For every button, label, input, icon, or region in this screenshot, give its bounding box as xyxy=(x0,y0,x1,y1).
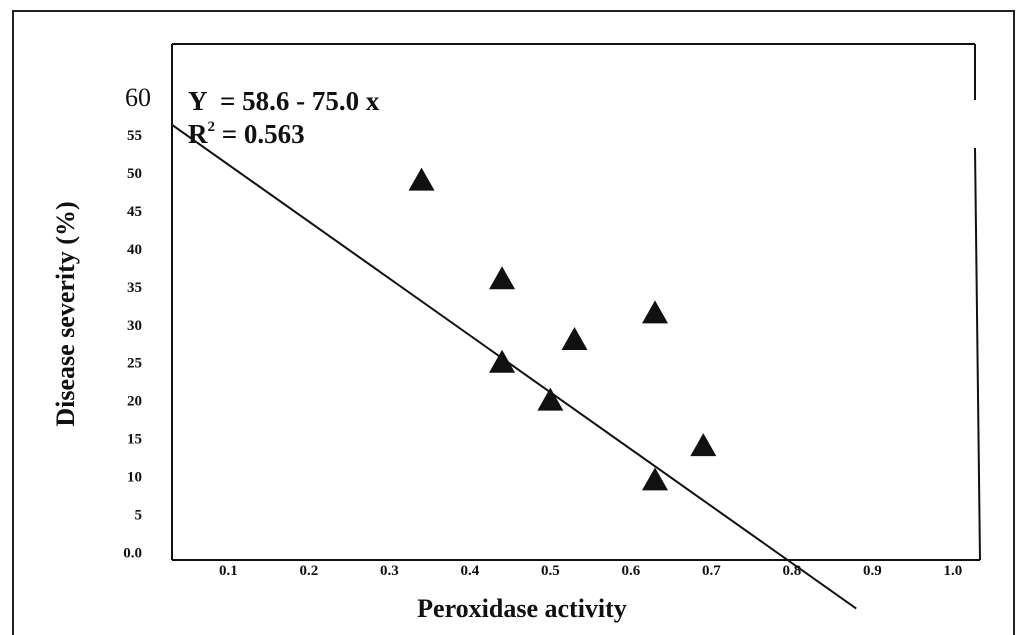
y-tick-label: 25 xyxy=(127,356,142,372)
r2-label: R xyxy=(188,119,208,149)
y-tick-label: 30 xyxy=(127,318,142,334)
y-tick-label: 50 xyxy=(127,166,142,182)
y-axis-label: Disease severity (%) xyxy=(51,201,80,426)
y-tick-label: 5 xyxy=(135,507,143,523)
x-tick-label: 0.5 xyxy=(541,563,560,579)
data-point-triangle xyxy=(408,167,435,191)
data-point-triangle xyxy=(642,467,668,491)
r2-exponent: 2 xyxy=(208,119,216,135)
x-tick-label: 0.2 xyxy=(299,563,318,579)
y-tick-label: 45 xyxy=(127,204,142,220)
plot-border xyxy=(171,43,981,561)
x-tick-label: 0.6 xyxy=(621,563,640,579)
regression-layer xyxy=(171,123,857,610)
r-squared-annotation: R2 = 0.563 xyxy=(188,119,305,149)
x-tick-label: 0.9 xyxy=(863,563,882,579)
r2-value: = 0.563 xyxy=(215,119,305,149)
y-tick-label: 35 xyxy=(127,280,142,296)
x-tick-label: 1.0 xyxy=(943,563,962,579)
y-tick-label: 10 xyxy=(127,470,142,486)
y-tick-label: 20 xyxy=(127,394,142,410)
y-tick-label: 0.0 xyxy=(123,545,142,561)
x-tick-label: 0.1 xyxy=(219,563,238,579)
regression-equation: Y = 58.6 - 75.0 x xyxy=(188,86,380,116)
x-tick-label: 0.7 xyxy=(702,563,721,579)
regression-line xyxy=(171,123,857,610)
y-tick-labels: 0.0 5 10 15 20 25 30 35 40 45 50 55 60 xyxy=(123,83,151,561)
data-points xyxy=(408,167,717,491)
data-point-triangle xyxy=(489,266,516,290)
x-axis-label: Peroxidase activity xyxy=(417,594,627,623)
data-point-triangle xyxy=(489,349,516,373)
y-tick-label: 55 xyxy=(127,128,142,144)
data-point-triangle xyxy=(690,433,717,457)
x-tick-label: 0.3 xyxy=(380,563,399,579)
figure-frame xyxy=(12,10,1015,635)
data-point-triangle xyxy=(642,300,668,324)
y-tick-label: 60 xyxy=(125,83,151,112)
x-tick-labels: 0.1 0.2 0.3 0.4 0.5 0.6 0.7 0.8 0.9 1.0 xyxy=(219,563,962,579)
y-tick-label: 40 xyxy=(127,242,142,258)
x-tick-label: 0.8 xyxy=(782,563,801,579)
data-point-triangle xyxy=(537,387,564,411)
data-point-triangle xyxy=(561,326,588,350)
x-tick-label: 0.4 xyxy=(460,563,479,579)
y-tick-label: 15 xyxy=(127,432,142,448)
